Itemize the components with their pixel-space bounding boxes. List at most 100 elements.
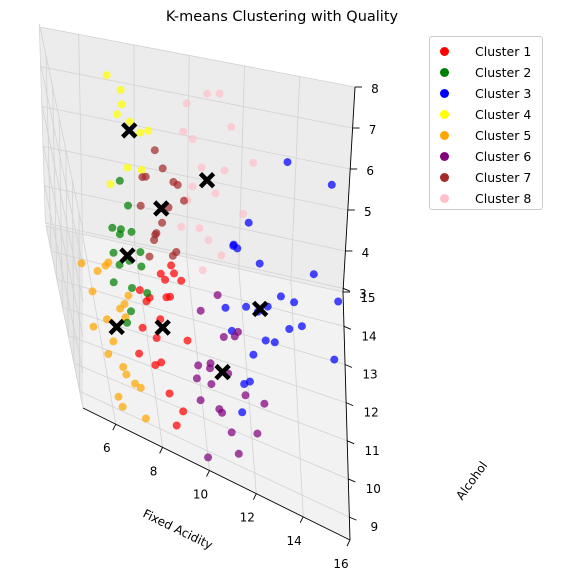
data-point — [115, 176, 124, 185]
data-point — [102, 71, 111, 80]
data-point — [112, 110, 121, 119]
data-point — [108, 223, 117, 232]
data-point — [150, 146, 159, 155]
data-point — [145, 252, 154, 261]
data-point — [197, 163, 206, 172]
legend-item: Cluster 7 — [440, 167, 531, 187]
legend-item: Cluster 4 — [440, 104, 531, 124]
data-point — [131, 379, 139, 388]
data-point — [109, 278, 118, 287]
legend-marker — [440, 109, 449, 119]
data-point — [156, 269, 165, 278]
data-point — [179, 127, 188, 136]
grid-line — [41, 106, 351, 302]
data-point — [141, 414, 150, 423]
centroid-marker — [108, 318, 125, 336]
legend-marker — [440, 46, 449, 56]
data-point — [116, 304, 125, 313]
data-point — [106, 180, 115, 189]
data-point — [136, 128, 145, 137]
data-point — [283, 158, 292, 167]
data-point — [245, 377, 254, 386]
legend-item: Cluster 6 — [440, 146, 531, 166]
data-point — [261, 336, 270, 345]
data-point — [215, 405, 224, 414]
data-point — [219, 333, 228, 341]
data-point — [143, 289, 152, 297]
grid-line — [43, 145, 348, 338]
y-axis-label: Alcohol — [453, 459, 490, 503]
data-point — [227, 122, 236, 131]
data-point — [217, 251, 226, 260]
data-point — [276, 292, 285, 301]
data-point — [128, 284, 136, 292]
data-point — [158, 164, 167, 173]
data-point — [173, 180, 182, 189]
legend-label: Cluster 8 — [475, 190, 532, 206]
legend-item: Cluster 2 — [440, 62, 531, 82]
data-point — [238, 408, 247, 417]
data-point — [172, 421, 181, 430]
data-point — [167, 261, 176, 270]
grid-line — [45, 225, 344, 409]
data-point — [124, 201, 132, 210]
data-point — [188, 135, 197, 143]
data-point — [116, 225, 125, 234]
x-tick-label: 12 — [240, 511, 255, 525]
y-tick-label: 9 — [371, 520, 379, 534]
data-point — [114, 392, 123, 401]
data-point — [137, 165, 146, 174]
legend-item: Cluster 5 — [440, 125, 531, 145]
data-point — [150, 236, 159, 244]
y-tick — [349, 516, 357, 521]
data-point — [127, 227, 136, 236]
x-tick-label: 6 — [103, 441, 111, 455]
y-tick — [343, 325, 352, 330]
x-tick — [112, 424, 117, 431]
data-point — [103, 315, 111, 324]
data-point — [229, 241, 238, 250]
y-tick-label: 14 — [361, 329, 376, 343]
z-axis-line — [342, 86, 356, 293]
centroid-marker — [121, 122, 138, 139]
data-point — [135, 286, 144, 295]
data-point — [196, 396, 205, 405]
legend-item: Cluster 1 — [440, 41, 531, 61]
data-point — [123, 318, 132, 327]
x-tick — [252, 493, 257, 500]
data-point — [188, 182, 197, 191]
data-point — [88, 287, 97, 296]
legend-marker — [440, 88, 449, 98]
data-point — [203, 89, 212, 98]
x-tick — [346, 539, 351, 547]
data-point — [89, 322, 98, 331]
data-point — [170, 269, 178, 278]
grid-line — [39, 26, 356, 232]
data-point — [135, 349, 144, 358]
y-tick-label: 11 — [365, 444, 380, 458]
y-tick-label: 13 — [362, 367, 377, 381]
legend: Cluster 1 Cluster 2 Cluster 3 Cluster 4 … — [429, 36, 543, 210]
data-point — [144, 126, 153, 135]
data-point — [220, 166, 229, 175]
data-point — [182, 99, 191, 108]
legend-item: Cluster 8 — [440, 188, 531, 208]
data-point — [196, 306, 205, 315]
data-point — [270, 338, 279, 347]
legend-marker — [440, 130, 449, 140]
z-tick-label: 6 — [366, 164, 374, 178]
y-tick-label: 10 — [366, 482, 381, 496]
legend-label: Cluster 4 — [475, 106, 532, 122]
data-point — [227, 428, 236, 437]
chart-title: K-means Clustering with Quality — [165, 9, 399, 25]
centroid-marker — [214, 363, 231, 381]
x-tick-label: 10 — [193, 488, 208, 502]
data-point — [119, 363, 128, 371]
data-point — [242, 302, 251, 311]
data-point — [177, 222, 186, 231]
data-point — [109, 337, 118, 346]
data-point — [192, 374, 201, 383]
data-point — [136, 383, 145, 392]
